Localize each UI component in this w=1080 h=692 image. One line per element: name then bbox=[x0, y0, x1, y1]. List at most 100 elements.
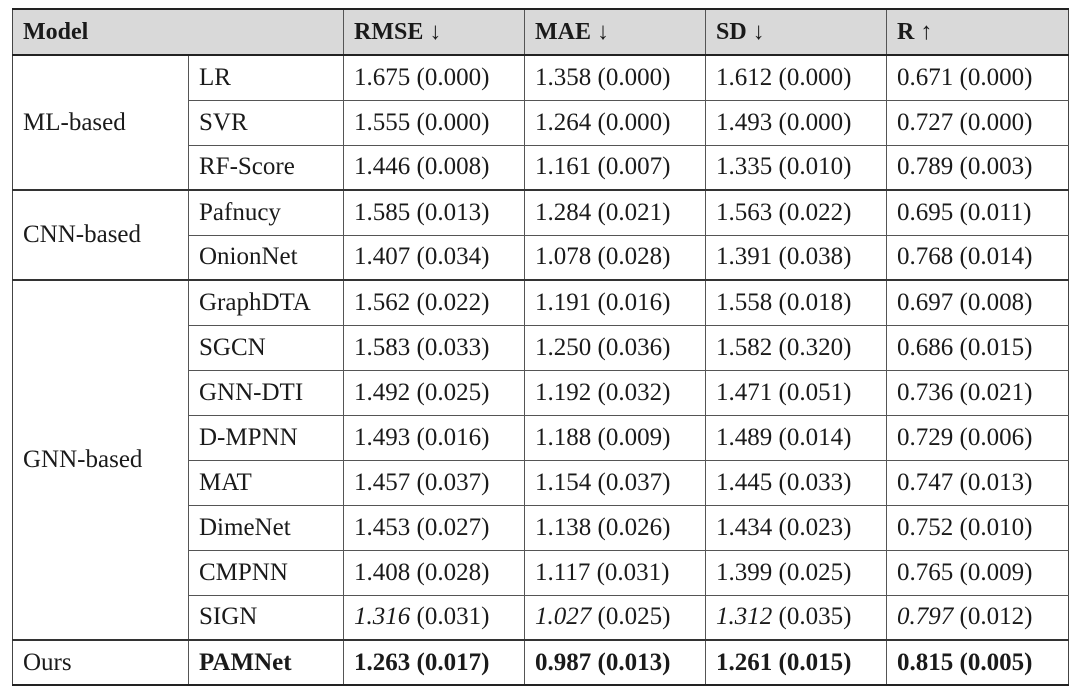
mae-cell: 1.284 (0.021) bbox=[524, 189, 706, 236]
table-row: GNN-based GraphDTA 1.562 (0.022) 1.191 (… bbox=[12, 279, 1069, 641]
mae-cell: 1.138 (0.026) bbox=[524, 504, 706, 551]
group-label-gnn: GNN-based bbox=[12, 279, 189, 641]
sd-cell: 1.471 (0.051) bbox=[705, 369, 887, 416]
table-row: CMPNN 1.408 (0.028) 1.117 (0.031) 1.399 … bbox=[13, 549, 1069, 596]
group-label-ours: Ours bbox=[12, 639, 189, 686]
r-cell: 0.747 (0.013) bbox=[886, 459, 1069, 506]
rmse-cell: 1.407 (0.034) bbox=[343, 234, 525, 281]
mae-cell: 1.161 (0.007) bbox=[524, 144, 706, 191]
sd-cell: 1.434 (0.023) bbox=[705, 504, 887, 551]
r-cell: 0.736 (0.021) bbox=[886, 369, 1069, 416]
header-row: Model RMSE ↓ MAE ↓ SD ↓ R ↑ bbox=[12, 8, 1069, 56]
table-row: DimeNet 1.453 (0.027) 1.138 (0.026) 1.43… bbox=[13, 504, 1069, 551]
model-name: SGCN bbox=[188, 324, 344, 371]
rmse-cell: 1.408 (0.028) bbox=[343, 549, 525, 596]
sd-cell: 1.445 (0.033) bbox=[705, 459, 887, 506]
rmse-cell: 1.316 (0.031) bbox=[343, 594, 525, 641]
model-name: SIGN bbox=[188, 594, 344, 641]
sd-cell: 1.312 (0.035) bbox=[705, 594, 887, 641]
model-name: SVR bbox=[188, 99, 344, 146]
model-name: CMPNN bbox=[188, 549, 344, 596]
sd-cell: 1.399 (0.025) bbox=[705, 549, 887, 596]
sd-cell: 1.261 (0.015) bbox=[705, 639, 887, 686]
r-cell: 0.797 (0.012) bbox=[886, 594, 1069, 641]
table-row: MAT 1.457 (0.037) 1.154 (0.037) 1.445 (0… bbox=[13, 459, 1069, 506]
header-mae: MAE ↓ bbox=[524, 8, 706, 56]
mae-cell: 1.191 (0.016) bbox=[524, 279, 706, 326]
rmse-cell: 1.675 (0.000) bbox=[343, 54, 525, 101]
mae-value: 1.027 bbox=[535, 603, 592, 631]
model-name: OnionNet bbox=[188, 234, 344, 281]
rmse-cell: 1.457 (0.037) bbox=[343, 459, 525, 506]
table-row: CNN-based Pafnucy 1.585 (0.013) 1.284 (0… bbox=[12, 189, 1069, 281]
results-table-container: Model RMSE ↓ MAE ↓ SD ↓ R ↑ ML-based LR … bbox=[12, 8, 1069, 686]
results-table: Model RMSE ↓ MAE ↓ SD ↓ R ↑ ML-based LR … bbox=[12, 8, 1069, 686]
table-row: SIGN 1.316 (0.031) 1.027 (0.025) 1.312 (… bbox=[13, 594, 1069, 641]
mae-cell: 1.192 (0.032) bbox=[524, 369, 706, 416]
rmse-cell: 1.562 (0.022) bbox=[343, 279, 525, 326]
rmse-cell: 1.555 (0.000) bbox=[343, 99, 525, 146]
sd-cell: 1.612 (0.000) bbox=[705, 54, 887, 101]
table-row: Ours PAMNet 1.263 (0.017) 0.987 (0.013) … bbox=[12, 639, 1069, 686]
model-name: PAMNet bbox=[188, 639, 344, 686]
group-label-ml: ML-based bbox=[12, 54, 189, 191]
header-sd: SD ↓ bbox=[705, 8, 887, 56]
model-name: MAT bbox=[188, 459, 344, 506]
model-name: GNN-DTI bbox=[188, 369, 344, 416]
r-std: (0.012) bbox=[953, 603, 1033, 631]
r-cell: 0.671 (0.000) bbox=[886, 54, 1069, 101]
r-cell: 0.768 (0.014) bbox=[886, 234, 1069, 281]
model-name: D-MPNN bbox=[188, 414, 344, 461]
rmse-cell: 1.493 (0.016) bbox=[343, 414, 525, 461]
model-name: DimeNet bbox=[188, 504, 344, 551]
header-rmse: RMSE ↓ bbox=[343, 8, 525, 56]
r-cell: 0.686 (0.015) bbox=[886, 324, 1069, 371]
mae-cell: 1.188 (0.009) bbox=[524, 414, 706, 461]
sd-cell: 1.582 (0.320) bbox=[705, 324, 887, 371]
rmse-cell: 1.453 (0.027) bbox=[343, 504, 525, 551]
sd-cell: 1.563 (0.022) bbox=[705, 189, 887, 236]
mae-cell: 0.987 (0.013) bbox=[524, 639, 706, 686]
mae-cell: 1.250 (0.036) bbox=[524, 324, 706, 371]
model-name: RF-Score bbox=[188, 144, 344, 191]
mae-cell: 1.117 (0.031) bbox=[524, 549, 706, 596]
model-name: LR bbox=[188, 54, 344, 101]
rmse-cell: 1.446 (0.008) bbox=[343, 144, 525, 191]
mae-cell: 1.358 (0.000) bbox=[524, 54, 706, 101]
rmse-value: 1.316 bbox=[354, 603, 411, 631]
r-cell: 0.789 (0.003) bbox=[886, 144, 1069, 191]
r-cell: 0.727 (0.000) bbox=[886, 99, 1069, 146]
group-label-cnn: CNN-based bbox=[12, 189, 189, 281]
mae-cell: 1.027 (0.025) bbox=[524, 594, 706, 641]
table-row: OnionNet 1.407 (0.034) 1.078 (0.028) 1.3… bbox=[13, 234, 1069, 281]
mae-cell: 1.264 (0.000) bbox=[524, 99, 706, 146]
r-cell: 0.815 (0.005) bbox=[886, 639, 1069, 686]
table-row: SGCN 1.583 (0.033) 1.250 (0.036) 1.582 (… bbox=[13, 324, 1069, 371]
mae-cell: 1.078 (0.028) bbox=[524, 234, 706, 281]
rmse-cell: 1.492 (0.025) bbox=[343, 369, 525, 416]
r-cell: 0.729 (0.006) bbox=[886, 414, 1069, 461]
mae-cell: 1.154 (0.037) bbox=[524, 459, 706, 506]
sd-cell: 1.335 (0.010) bbox=[705, 144, 887, 191]
sd-cell: 1.391 (0.038) bbox=[705, 234, 887, 281]
r-cell: 0.695 (0.011) bbox=[886, 189, 1069, 236]
model-name: Pafnucy bbox=[188, 189, 344, 236]
sd-value: 1.312 bbox=[716, 603, 773, 631]
rmse-cell: 1.585 (0.013) bbox=[343, 189, 525, 236]
sd-cell: 1.493 (0.000) bbox=[705, 99, 887, 146]
rmse-std: (0.031) bbox=[410, 603, 490, 631]
sd-std: (0.035) bbox=[772, 603, 852, 631]
r-cell: 0.697 (0.008) bbox=[886, 279, 1069, 326]
sd-cell: 1.558 (0.018) bbox=[705, 279, 887, 326]
model-name: GraphDTA bbox=[188, 279, 344, 326]
r-value: 0.797 bbox=[897, 603, 954, 631]
mae-std: (0.025) bbox=[591, 603, 671, 631]
table-row: RF-Score 1.446 (0.008) 1.161 (0.007) 1.3… bbox=[13, 144, 1069, 191]
rmse-cell: 1.263 (0.017) bbox=[343, 639, 525, 686]
table-row: ML-based LR 1.675 (0.000) 1.358 (0.000) … bbox=[12, 54, 1069, 191]
table-row: GNN-DTI 1.492 (0.025) 1.192 (0.032) 1.47… bbox=[13, 369, 1069, 416]
rmse-cell: 1.583 (0.033) bbox=[343, 324, 525, 371]
header-model: Model bbox=[12, 8, 344, 56]
sd-cell: 1.489 (0.014) bbox=[705, 414, 887, 461]
r-cell: 0.752 (0.010) bbox=[886, 504, 1069, 551]
